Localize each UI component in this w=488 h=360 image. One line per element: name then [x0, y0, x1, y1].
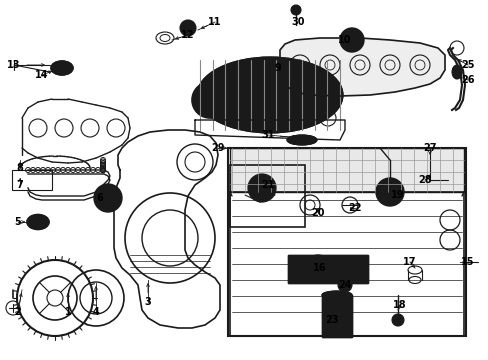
Text: 24: 24: [338, 280, 351, 290]
Text: 29: 29: [211, 143, 224, 153]
Text: 19: 19: [390, 190, 404, 200]
Polygon shape: [229, 148, 463, 192]
Text: 27: 27: [423, 143, 436, 153]
Text: 13: 13: [7, 60, 20, 70]
Text: 31: 31: [261, 130, 274, 140]
Circle shape: [247, 174, 275, 202]
Text: 28: 28: [417, 175, 431, 185]
Text: 4: 4: [92, 307, 99, 317]
Ellipse shape: [51, 61, 73, 75]
Text: 6: 6: [97, 193, 103, 203]
Text: 18: 18: [392, 300, 406, 310]
Text: 25: 25: [460, 60, 474, 70]
Text: 5: 5: [15, 217, 21, 227]
Text: 17: 17: [403, 257, 416, 267]
Text: 2: 2: [15, 307, 21, 317]
Ellipse shape: [27, 215, 49, 230]
Text: 14: 14: [35, 70, 49, 80]
Bar: [229, 165, 305, 227]
Circle shape: [339, 28, 363, 52]
Text: 11: 11: [208, 17, 221, 27]
Ellipse shape: [197, 58, 342, 132]
Bar: [287, 255, 367, 283]
Text: 10: 10: [338, 35, 351, 45]
Text: 12: 12: [181, 30, 194, 40]
Text: 16: 16: [313, 263, 326, 273]
Text: 30: 30: [291, 17, 304, 27]
Ellipse shape: [321, 291, 351, 299]
Text: 22: 22: [347, 203, 361, 213]
Bar: [12, 170, 52, 190]
Circle shape: [180, 20, 196, 36]
Bar: [321, 295, 351, 337]
Text: 7: 7: [17, 180, 23, 190]
Polygon shape: [280, 38, 444, 96]
Ellipse shape: [286, 135, 316, 145]
Bar: [287, 255, 367, 283]
Circle shape: [192, 82, 227, 118]
Text: 26: 26: [460, 75, 474, 85]
Circle shape: [391, 314, 403, 326]
Text: 9: 9: [274, 63, 281, 73]
Bar: [321, 295, 351, 337]
Text: 21: 21: [261, 180, 274, 190]
Text: 20: 20: [311, 208, 324, 218]
Ellipse shape: [451, 65, 461, 79]
Text: 8: 8: [17, 163, 23, 173]
Text: 23: 23: [325, 315, 338, 325]
Circle shape: [94, 184, 122, 212]
Circle shape: [337, 278, 351, 292]
Bar: [227, 148, 465, 336]
Text: 3: 3: [144, 297, 151, 307]
Circle shape: [375, 178, 403, 206]
Text: 1: 1: [64, 307, 71, 317]
Bar: [229, 192, 463, 336]
Text: 15: 15: [460, 257, 474, 267]
Circle shape: [290, 5, 301, 15]
